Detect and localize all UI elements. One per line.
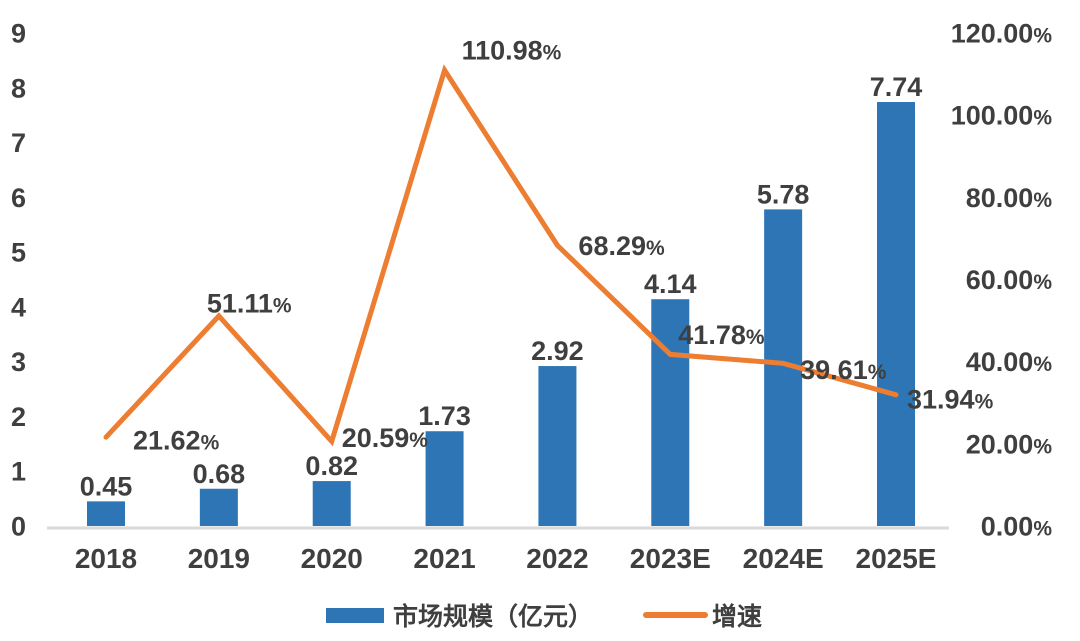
growth-line bbox=[103, 64, 899, 447]
left-axis-tick-5: 5 bbox=[11, 238, 26, 268]
bar-2018 bbox=[87, 501, 125, 526]
right-axis-tick-40.00%: 40.00% bbox=[966, 347, 1053, 377]
bar-value-label-2024E: 5.78 bbox=[757, 179, 810, 209]
bar-2022 bbox=[538, 366, 577, 526]
bar-value-label-2021: 1.73 bbox=[418, 401, 471, 431]
legend-label-growth: 增速 bbox=[712, 602, 762, 631]
x-axis-line bbox=[47, 526, 949, 530]
bar-value-label-2025E: 7.74 bbox=[870, 72, 923, 102]
right-axis-tick-20.00%: 20.00% bbox=[966, 429, 1053, 459]
legend-label-market-size: 市场规模（亿元） bbox=[393, 602, 593, 631]
left-axis-tick-9: 9 bbox=[11, 19, 26, 49]
left-axis-tick-4: 4 bbox=[11, 292, 26, 322]
line-value-label-2019: 51.11% bbox=[207, 289, 292, 319]
right-axis-tick-60.00%: 60.00% bbox=[966, 265, 1053, 295]
bar-2020 bbox=[312, 481, 351, 526]
left-axis-tick-2: 2 bbox=[11, 402, 26, 432]
line-value-label-2022: 68.29% bbox=[578, 231, 665, 261]
left-axis-tick-0: 0 bbox=[11, 512, 26, 542]
line-value-label-2025E: 31.94% bbox=[907, 384, 994, 414]
bar-value-label-2022: 2.92 bbox=[531, 336, 584, 366]
legend-swatch-growth bbox=[643, 612, 708, 618]
bar-2025E bbox=[876, 102, 915, 527]
line-value-label-2023E: 41.78% bbox=[678, 320, 765, 350]
x-axis-category-2021: 2021 bbox=[413, 543, 475, 574]
left-axis-tick-3: 3 bbox=[11, 347, 26, 377]
right-axis-tick-120.00%: 120.00% bbox=[951, 19, 1053, 49]
left-axis-tick-1: 1 bbox=[11, 457, 26, 487]
right-axis-tick-100.00%: 100.00% bbox=[951, 101, 1053, 131]
bar-2021 bbox=[425, 431, 464, 526]
x-axis-category-2018: 2018 bbox=[75, 543, 137, 574]
right-axis-tick-80.00%: 80.00% bbox=[966, 183, 1053, 213]
line-value-label-2018: 21.62% bbox=[133, 426, 220, 456]
left-axis-tick-6: 6 bbox=[11, 183, 26, 213]
x-axis-category-2020: 2020 bbox=[301, 543, 363, 574]
x-axis-category-2025E: 2025E bbox=[856, 543, 937, 574]
line-value-label-2024E: 39.61% bbox=[800, 355, 887, 385]
bar-value-label-2023E: 4.14 bbox=[644, 269, 697, 299]
bar-value-label-2018: 0.45 bbox=[80, 471, 133, 501]
line-value-label-2020: 20.59% bbox=[342, 423, 429, 453]
x-axis-category-2023E: 2023E bbox=[630, 543, 711, 574]
line-value-label-2021: 110.98% bbox=[462, 36, 562, 66]
right-axis-tick-0.00%: 0.00% bbox=[981, 512, 1053, 542]
left-axis-tick-8: 8 bbox=[11, 73, 26, 103]
x-axis-category-2019: 2019 bbox=[188, 543, 250, 574]
x-axis-category-2022: 2022 bbox=[526, 543, 588, 574]
bar-2023E bbox=[651, 299, 690, 526]
bar-value-label-2020: 0.82 bbox=[305, 451, 358, 481]
legend-swatch-market-size bbox=[326, 608, 384, 623]
left-axis-tick-7: 7 bbox=[11, 128, 26, 158]
bar-2019 bbox=[199, 488, 238, 526]
x-axis-category-2024E: 2024E bbox=[743, 543, 824, 574]
bar-value-label-2019: 0.68 bbox=[193, 459, 246, 489]
